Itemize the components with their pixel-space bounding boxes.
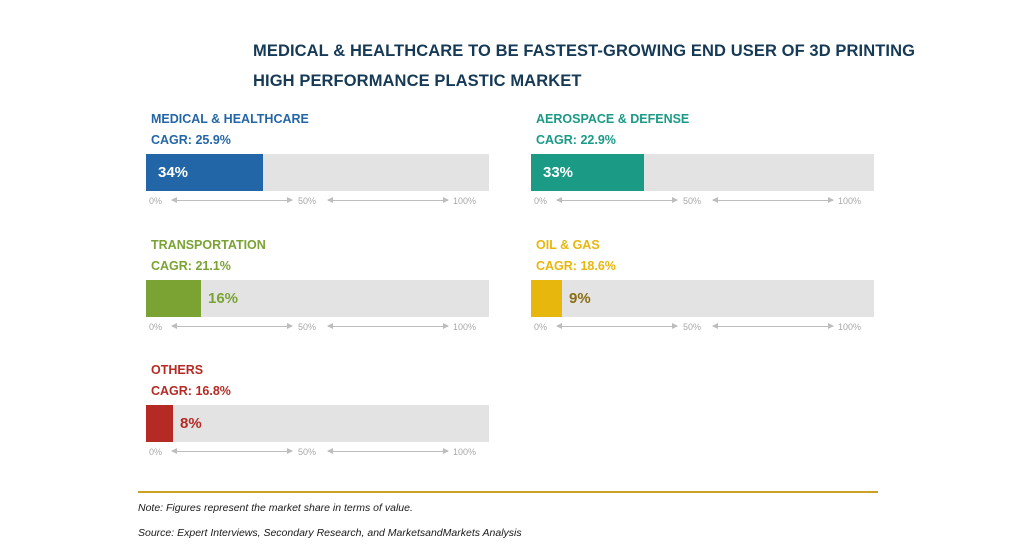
cagr-label: CAGR: 25.9% bbox=[151, 133, 231, 147]
axis-arrow-right bbox=[712, 323, 834, 329]
category-label: AEROSPACE & DEFENSE bbox=[536, 112, 690, 126]
category-label: MEDICAL & HEALTHCARE bbox=[151, 112, 309, 126]
value-label: 34% bbox=[158, 164, 189, 181]
source-note: Source: Expert Interviews, Secondary Res… bbox=[138, 527, 522, 539]
axis-label-100: 100% bbox=[453, 196, 477, 206]
panel-medical: MEDICAL & HEALTHCARE CAGR: 25.9% 34% 0% … bbox=[146, 112, 491, 212]
bar-track: 33% bbox=[531, 154, 874, 191]
axis-label-0: 0% bbox=[149, 447, 163, 457]
category-label: TRANSPORTATION bbox=[151, 238, 266, 252]
cagr-label: CAGR: 18.6% bbox=[536, 259, 616, 273]
cagr-label: CAGR: 21.1% bbox=[151, 259, 231, 273]
axis-arrow-right bbox=[712, 197, 834, 203]
axis-label-0: 0% bbox=[534, 322, 548, 332]
axis-label-50: 50% bbox=[298, 196, 317, 206]
scale-axis: 0% 50% 100% bbox=[531, 194, 874, 208]
category-label: OIL & GAS bbox=[536, 238, 600, 252]
cagr-label: CAGR: 16.8% bbox=[151, 384, 231, 398]
bar-fill bbox=[531, 280, 562, 317]
axis-arrow-left bbox=[556, 323, 678, 329]
scale-axis: 0% 50% 100% bbox=[146, 445, 489, 459]
bar-fill bbox=[146, 154, 263, 191]
axis-arrow-left bbox=[171, 197, 293, 203]
value-label: 33% bbox=[543, 164, 574, 181]
axis-label-0: 0% bbox=[149, 196, 163, 206]
bar-fill bbox=[146, 280, 201, 317]
axis-label-100: 100% bbox=[838, 322, 862, 332]
axis-arrow-left bbox=[171, 448, 293, 454]
title-line-2: HIGH PERFORMANCE PLASTIC MARKET bbox=[253, 72, 582, 90]
axis-label-0: 0% bbox=[534, 196, 548, 206]
chart-title: MEDICAL & HEALTHCARE TO BE FASTEST-GROWI… bbox=[253, 36, 915, 96]
panel-oil-gas: OIL & GAS CAGR: 18.6% 9% 0% 50% 100% bbox=[531, 238, 876, 338]
axis-label-0: 0% bbox=[149, 322, 163, 332]
axis-label-50: 50% bbox=[683, 322, 702, 332]
scale-axis: 0% 50% 100% bbox=[146, 194, 489, 208]
axis-label-100: 100% bbox=[453, 447, 477, 457]
value-label: 8% bbox=[180, 415, 202, 432]
cagr-label: CAGR: 22.9% bbox=[536, 133, 616, 147]
axis-label-50: 50% bbox=[298, 447, 317, 457]
panel-transportation: TRANSPORTATION CAGR: 21.1% 16% 0% 50% 10… bbox=[146, 238, 491, 338]
axis-label-100: 100% bbox=[453, 322, 477, 332]
bar-track: 34% bbox=[146, 154, 489, 191]
axis-label-100: 100% bbox=[838, 196, 862, 206]
scale-axis: 0% 50% 100% bbox=[146, 320, 489, 334]
bar-track: 8% bbox=[146, 405, 489, 442]
panel-aerospace: AEROSPACE & DEFENSE CAGR: 22.9% 33% 0% 5… bbox=[531, 112, 876, 212]
axis-label-50: 50% bbox=[683, 196, 702, 206]
value-label: 16% bbox=[208, 290, 239, 307]
category-label: OTHERS bbox=[151, 363, 204, 377]
axis-arrow-left bbox=[171, 323, 293, 329]
value-label: 9% bbox=[569, 290, 591, 307]
axis-label-50: 50% bbox=[298, 322, 317, 332]
footer-divider bbox=[138, 491, 878, 493]
axis-arrow-left bbox=[556, 197, 678, 203]
bar-track: 16% bbox=[146, 280, 489, 317]
bar-fill bbox=[146, 405, 173, 442]
axis-arrow-right bbox=[327, 323, 449, 329]
bar-track: 9% bbox=[531, 280, 874, 317]
axis-arrow-right bbox=[327, 448, 449, 454]
axis-arrow-right bbox=[327, 197, 449, 203]
footnote: Note: Figures represent the market share… bbox=[138, 502, 413, 514]
panel-others: OTHERS CAGR: 16.8% 8% 0% 50% 100% bbox=[146, 363, 491, 463]
bar-fill bbox=[531, 154, 644, 191]
scale-axis: 0% 50% 100% bbox=[531, 320, 874, 334]
title-line-1: MEDICAL & HEALTHCARE TO BE FASTEST-GROWI… bbox=[253, 42, 916, 60]
